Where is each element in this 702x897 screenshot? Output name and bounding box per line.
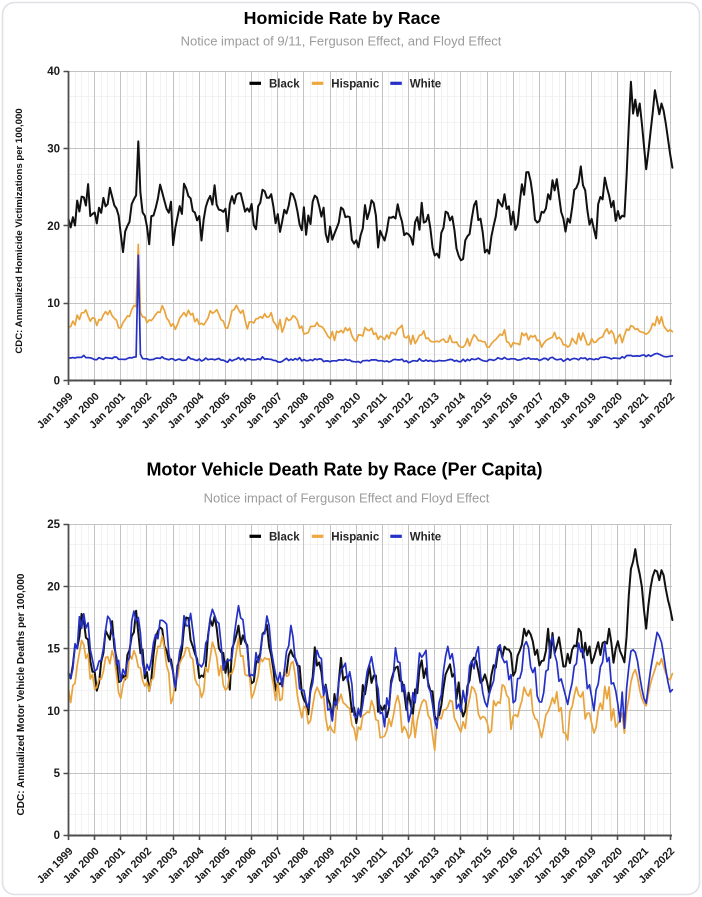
svg-text:Hispanic: Hispanic (331, 78, 380, 90)
svg-text:0: 0 (54, 830, 60, 842)
svg-text:Hispanic: Hispanic (331, 531, 380, 543)
svg-text:15: 15 (47, 644, 60, 656)
svg-text:White: White (410, 531, 441, 543)
svg-text:Black: Black (269, 531, 300, 543)
svg-text:10: 10 (47, 298, 60, 310)
svg-text:20: 20 (47, 221, 60, 233)
svg-text:White: White (410, 78, 441, 90)
svg-text:10: 10 (47, 706, 60, 718)
svg-text:Notice impact of 9/11, Ferguso: Notice impact of 9/11, Ferguson Effect, … (181, 34, 502, 49)
svg-text:Notice impact of Ferguson Effe: Notice impact of Ferguson Effect and Flo… (204, 491, 490, 506)
svg-text:40: 40 (47, 66, 60, 78)
svg-text:CDC: Annualized Motor Vehicle: CDC: Annualized Motor Vehicle Deaths per… (16, 573, 27, 815)
svg-text:25: 25 (47, 519, 60, 531)
svg-text:30: 30 (47, 143, 60, 155)
svg-text:0: 0 (54, 376, 60, 388)
svg-text:5: 5 (54, 768, 61, 780)
svg-text:Homicide Rate by Race: Homicide Rate by Race (244, 8, 441, 28)
svg-text:Motor Vehicle Death Rate by Ra: Motor Vehicle Death Rate by Race (Per Ca… (146, 460, 542, 480)
svg-text:Black: Black (269, 78, 300, 90)
svg-text:20: 20 (47, 581, 60, 593)
svg-text:CDC: Annualized Homicide Victi: CDC: Annualized Homicide Victimizations … (14, 108, 25, 353)
